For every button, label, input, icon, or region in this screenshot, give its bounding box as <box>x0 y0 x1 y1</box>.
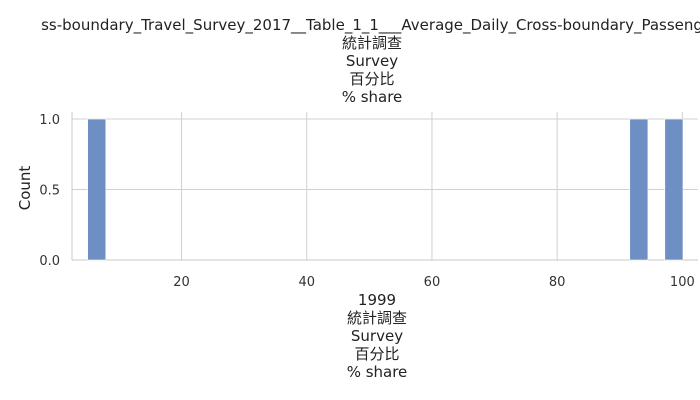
bars-group <box>87 118 684 261</box>
tick-labels: 20 40 60 80 100 0.0 0.5 1.0 <box>39 113 694 290</box>
histogram-bar <box>629 118 649 261</box>
histogram-bar <box>664 118 684 261</box>
x-label-line: Survey <box>351 327 403 345</box>
histogram-bar <box>87 118 107 261</box>
y-tick-label: 0.0 <box>39 254 60 269</box>
y-tick-label: 0.5 <box>39 184 60 199</box>
grid-lines <box>71 112 698 261</box>
x-label-line: 統計調查 <box>347 309 407 327</box>
title-line: ss-boundary_Travel_Survey_2017__Table_1_… <box>41 16 700 35</box>
title-line: Survey <box>346 52 398 70</box>
x-label-line: % share <box>347 363 408 381</box>
y-axis-label: Count <box>16 166 34 211</box>
chart-title: ss-boundary_Travel_Survey_2017__Table_1_… <box>41 16 700 106</box>
x-label-line: 百分比 <box>354 345 399 363</box>
x-tick-label: 100 <box>670 275 695 290</box>
x-tick-label: 40 <box>298 275 315 290</box>
title-line: 統計調查 <box>342 34 402 52</box>
x-tick-label: 60 <box>424 275 441 290</box>
title-line: 百分比 <box>349 70 394 88</box>
y-tick-label: 1.0 <box>39 113 60 128</box>
x-tick-label: 20 <box>173 275 190 290</box>
x-label-line: 1999 <box>358 291 396 309</box>
title-line: % share <box>342 88 403 106</box>
x-tick-label: 80 <box>549 275 566 290</box>
